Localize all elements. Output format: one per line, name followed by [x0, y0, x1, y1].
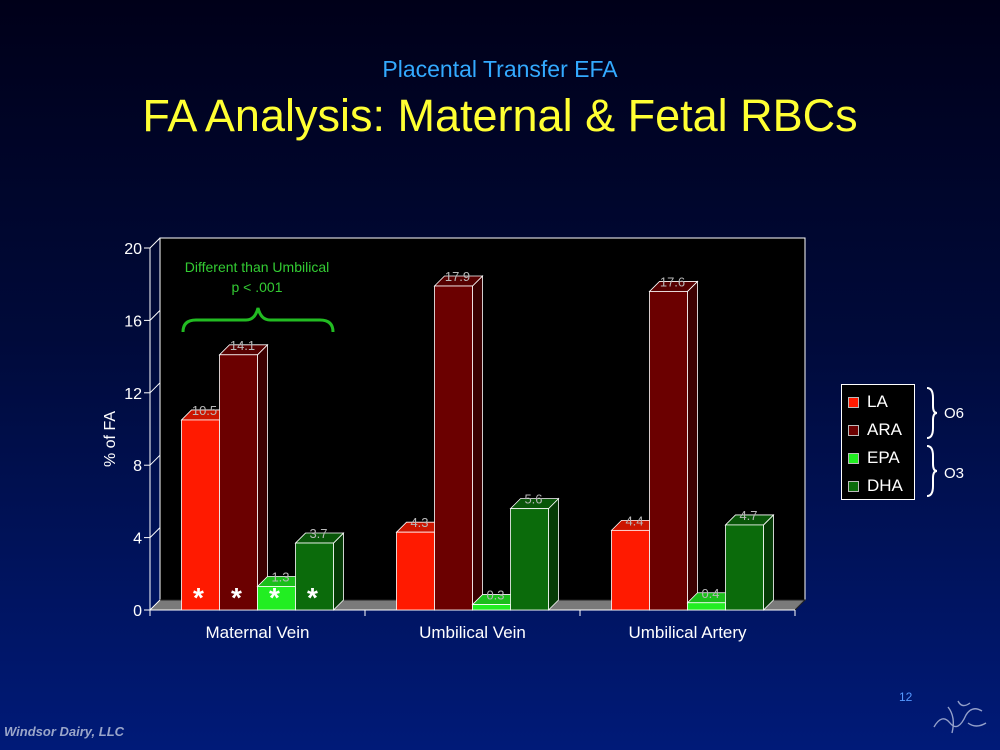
y-tick-depth: [149, 237, 161, 249]
y-tick-label: 16: [124, 313, 142, 330]
annotation-brace: [181, 307, 335, 333]
data-label-la: 4.3: [410, 515, 428, 530]
x-tick-label: Umbilical Artery: [628, 623, 747, 642]
legend-swatch-ara: [848, 424, 859, 436]
data-label-la: 10.5: [192, 403, 217, 418]
bar-side-dha: [763, 513, 774, 611]
x-tick-label: Umbilical Vein: [419, 623, 526, 642]
bar-side-ara: [472, 275, 483, 611]
legend-swatch-dha: [848, 480, 859, 492]
bar-dha: [295, 542, 334, 611]
data-label-dha: 3.7: [309, 526, 327, 541]
bar-ara: [649, 291, 688, 611]
bar-dha: [725, 524, 764, 611]
bar-la: [611, 529, 650, 611]
significance-asterisk: *: [307, 582, 318, 613]
y-tick-label: 0: [133, 603, 142, 620]
legend-brace-o3-icon: [926, 445, 938, 497]
data-label-dha: 4.7: [739, 508, 757, 523]
bar-la: [396, 531, 435, 611]
data-label-epa: 0.4: [701, 586, 719, 601]
y-tick-label: 4: [133, 531, 142, 548]
bar-side-dha: [333, 532, 344, 611]
legend-label-la: LA: [867, 392, 888, 411]
bar-side-ara: [687, 280, 698, 611]
y-tick-label: 12: [124, 386, 142, 403]
annotation-line2: p < .001: [232, 279, 283, 295]
legend-item-ara: ARA: [848, 419, 902, 441]
legend-item-la: LA: [848, 391, 888, 413]
x-tick-label: Maternal Vein: [206, 623, 310, 642]
significance-asterisk: *: [231, 582, 242, 613]
legend-swatch-epa: [848, 452, 859, 464]
bar-side-ara: [257, 343, 268, 611]
y-tick-depth: [149, 310, 161, 321]
y-tick-depth: [149, 454, 161, 466]
signature-logo-icon: [933, 700, 987, 734]
significance-asterisk: *: [269, 582, 280, 613]
y-tick-depth: [149, 382, 161, 394]
data-label-dha: 5.6: [524, 492, 542, 507]
significance-asterisk: *: [193, 582, 204, 613]
footer-company: Windsor Dairy, LLC: [4, 724, 125, 739]
data-label-ara: 17.9: [445, 269, 470, 284]
data-label-la: 4.4: [625, 513, 643, 528]
bar-side-dha: [548, 497, 559, 611]
bar-epa: [687, 602, 726, 611]
legend-group-o6: O6: [944, 405, 965, 422]
legend-brace-o6-icon: [926, 387, 938, 439]
slide-title: FA Analysis: Maternal & Fetal RBCs: [142, 90, 858, 141]
annotation-line1: Different than Umbilical: [185, 259, 329, 275]
page-number: 12: [899, 690, 913, 704]
bar-la: [181, 419, 220, 611]
data-label-ara: 14.1: [230, 338, 255, 353]
legend-label-dha: DHA: [867, 476, 903, 495]
legend-label-epa: EPA: [867, 448, 900, 467]
data-label-epa: 1.3: [271, 569, 289, 584]
bar-ara: [434, 285, 473, 611]
data-label-epa: 0.3: [486, 588, 504, 603]
y-tick-label: 8: [133, 458, 142, 475]
slide-subtitle: Placental Transfer EFA: [382, 56, 618, 82]
data-label-ara: 17.6: [660, 274, 685, 289]
y-axis-label: % of FA: [102, 411, 119, 467]
y-tick-depth: [149, 599, 161, 611]
legend-group-o3: O3: [944, 465, 965, 482]
bar-ara: [219, 354, 258, 611]
y-tick-label: 20: [124, 241, 142, 258]
legend-item-dha: DHA: [848, 475, 903, 497]
chart-legend: LA ARA EPA DHA: [841, 384, 915, 500]
bar-dha: [510, 508, 549, 611]
bar-epa: [472, 604, 511, 611]
legend-label-ara: ARA: [867, 420, 902, 439]
legend-swatch-la: [848, 396, 859, 408]
y-tick-depth: [149, 527, 161, 538]
legend-item-epa: EPA: [848, 447, 900, 469]
